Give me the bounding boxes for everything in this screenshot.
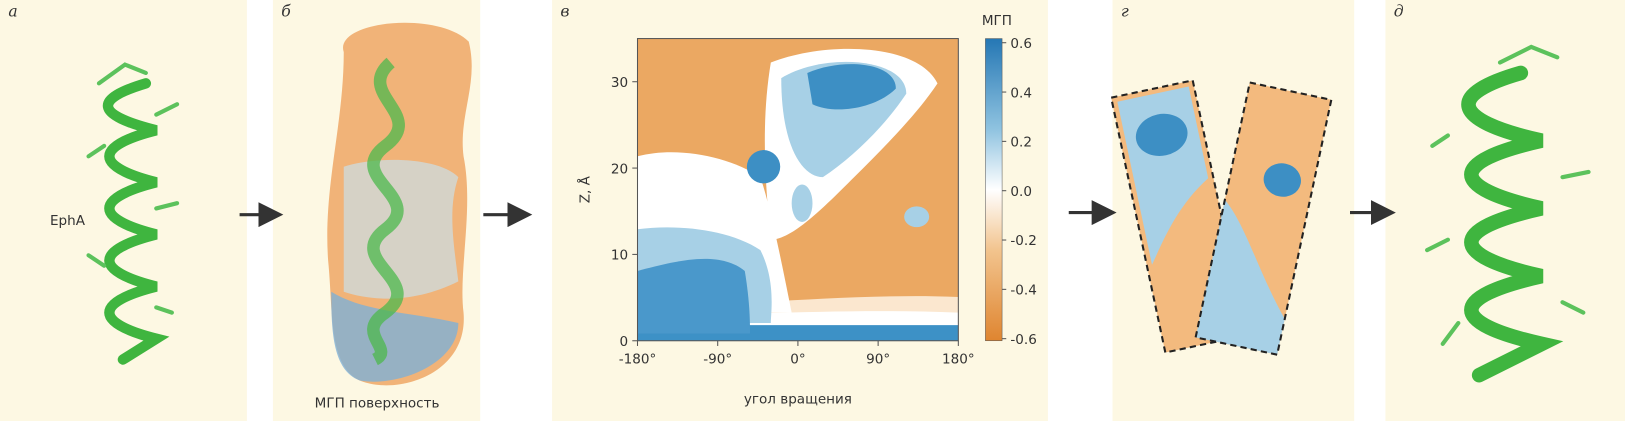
- panel-label: б: [281, 3, 291, 21]
- arrows: [239, 200, 1396, 228]
- x-tick-label: 180°: [942, 352, 975, 368]
- y-tick-label: 30: [611, 75, 628, 91]
- surface-b: [327, 22, 472, 386]
- x-tick-label: 0°: [790, 352, 805, 368]
- panel-label: а: [8, 3, 17, 21]
- x-tick-label: -180°: [619, 352, 656, 368]
- helix-a: [86, 62, 180, 365]
- panel-label: г: [1121, 3, 1129, 21]
- tiles-d: [1109, 79, 1333, 356]
- panel-label: в: [560, 3, 569, 21]
- colorbar-tick-label: 0.2: [1010, 135, 1032, 151]
- colorbar-tick-label: 0.6: [1010, 36, 1032, 52]
- colorbar-tick-label: 0.4: [1010, 85, 1032, 101]
- panel-label: д: [1394, 3, 1404, 21]
- colorbar-tick-label: -0.4: [1010, 283, 1036, 299]
- y-tick-label: 20: [611, 161, 628, 177]
- x-tick-label: 90°: [866, 352, 890, 368]
- y-axis-label: Z, Å: [577, 175, 594, 203]
- y-tick-label: 10: [611, 248, 628, 264]
- colorbar-tick-label: -0.6: [1010, 332, 1036, 348]
- helix-e: [1425, 44, 1591, 383]
- colorbar-tick-label: 0.0: [1010, 184, 1032, 200]
- x-tick-label: -90°: [703, 352, 732, 368]
- y-tick-label: 0: [620, 334, 629, 350]
- colorbar-title: МГП: [982, 13, 1012, 29]
- protein-label: EphA: [50, 213, 86, 229]
- x-axis-label: угол вращения: [744, 391, 852, 407]
- colorbar-tick-label: -0.2: [1010, 233, 1036, 249]
- contour-fills: [637, 38, 959, 341]
- colorbar: [985, 38, 1003, 342]
- panel-caption: МГП поверхность: [315, 395, 440, 411]
